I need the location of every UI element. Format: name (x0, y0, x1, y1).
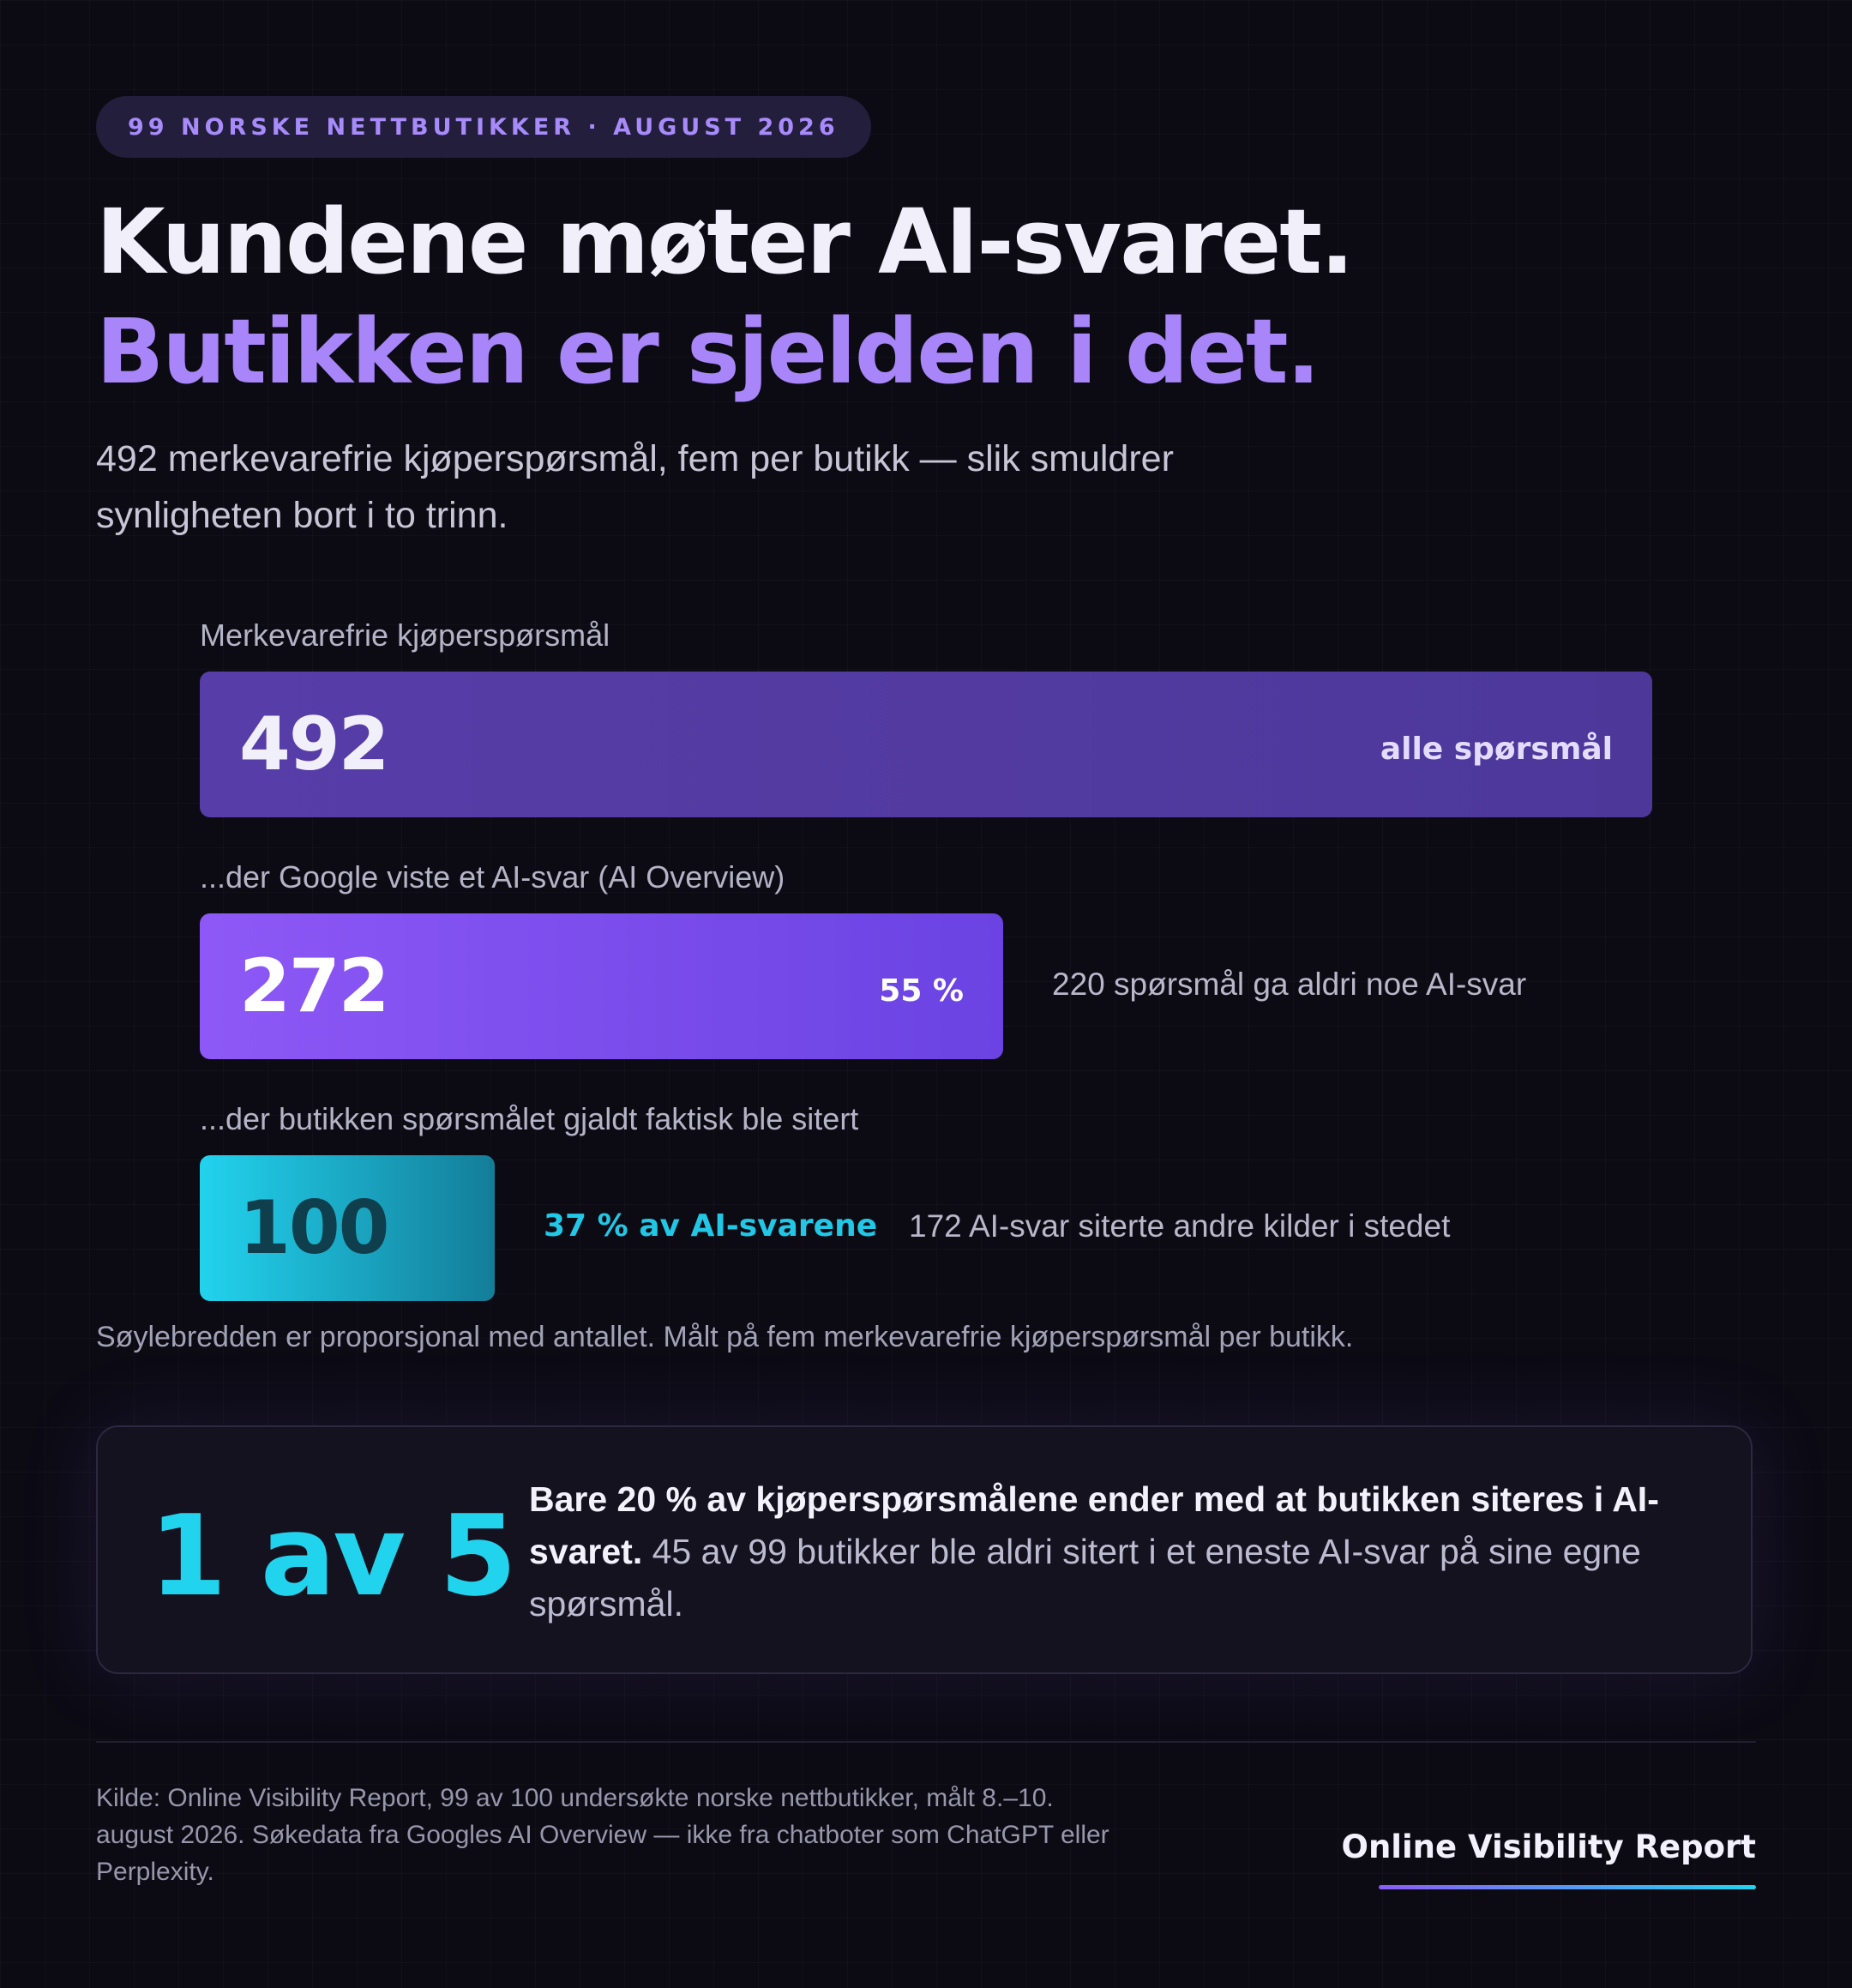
bar-category-label: ...der Google viste et AI-svar (AI Overv… (200, 859, 785, 895)
bar: 272 55 % (200, 913, 1003, 1059)
footer-divider (96, 1741, 1756, 1743)
bar-inner-label: 55 % (879, 973, 964, 1009)
key-finding-callout: 1 av 5 Bare 20 % av kjøperspørsmålene en… (96, 1425, 1753, 1674)
headline-line-1: Kundene møter AI-svaret. (96, 190, 1354, 294)
bar: 100 (200, 1155, 495, 1301)
headline: Kundene møter AI-svaret. Butikken er sje… (96, 187, 1354, 407)
callout-bold-text: Bare 20 % av kjøperspørsmålene ender med… (529, 1479, 1659, 1571)
bar-category-label: Merkevarefrie kjøperspørsmål (200, 617, 610, 653)
bar-inner-label: alle spørsmål (1380, 732, 1613, 767)
funnel-bar-chart: Merkevarefrie kjøperspørsmål 492 alle spør… (200, 617, 1652, 1301)
callout-body-text: 45 av 99 butikker ble aldri sitert i et … (529, 1532, 1641, 1624)
bar: 492 alle spørsmål (200, 672, 1652, 817)
headline-line-2: Butikken er sjelden i det. (96, 299, 1320, 404)
report-tag-text: 99 NORSKE NETTBUTIKKER · AUGUST 2026 (128, 113, 839, 141)
bar-note: 172 AI-svar siterte andre kilder i stede… (909, 1208, 1451, 1244)
bar-share-label: 37 % av AI-svarene (544, 1208, 878, 1244)
brand-name: Online Visibility Report (1341, 1828, 1757, 1865)
bar-value-label: 272 (239, 943, 390, 1029)
callout-text: Bare 20 % av kjøperspørsmålene ender med… (529, 1473, 1678, 1630)
source-note: Kilde: Online Visibility Report, 99 av 1… (96, 1784, 1109, 1886)
report-tag: 99 NORSKE NETTBUTIKKER · AUGUST 2026 (96, 96, 871, 158)
bar-value-label: 492 (239, 702, 390, 787)
bar-value-label: 100 (239, 1185, 390, 1271)
bar-category-label: ...der butikken spørsmålet gjaldt faktis… (200, 1101, 859, 1136)
brand-underline (1379, 1885, 1756, 1889)
callout-ratio: 1 av 5 (149, 1491, 517, 1621)
chart-footnote: Søylebredden er proporsjonal med antalle… (96, 1321, 1354, 1353)
bar-note: 220 spørsmål ga aldri noe AI-svar (1052, 967, 1527, 1002)
subtitle: 492 merkevarefrie kjøperspørsmål, fem pe… (96, 438, 1174, 536)
